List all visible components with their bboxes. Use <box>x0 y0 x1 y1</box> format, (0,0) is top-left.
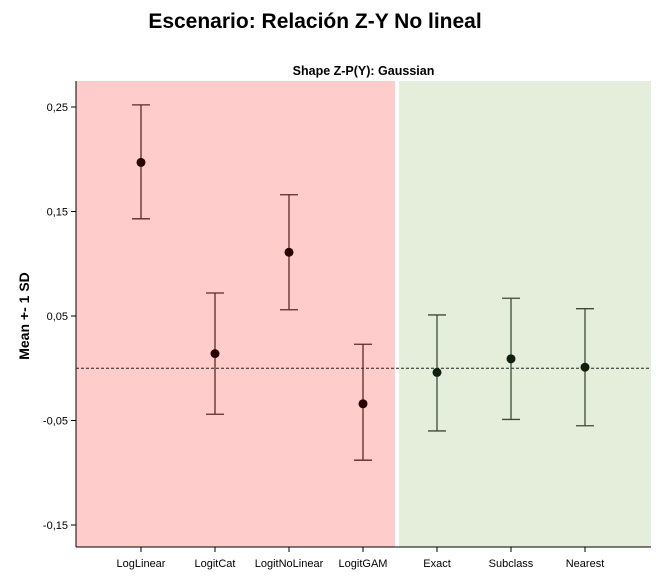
mean-point <box>580 362 590 372</box>
y-tick-label: -0,15 <box>43 520 68 532</box>
group-background-1 <box>76 81 395 547</box>
y-tick-label: 0,05 <box>47 311 68 323</box>
mean-point <box>432 367 442 377</box>
plot-subtitle: Shape Z-P(Y): Gaussian <box>292 64 435 78</box>
x-tick-label: LogitCat <box>195 558 236 570</box>
group-background-2 <box>399 81 651 547</box>
x-tick-label: LogLinear <box>117 558 166 570</box>
y-tick-label: -0,05 <box>43 416 68 428</box>
chart-title: Escenario: Relación Z-Y No lineal <box>148 10 482 33</box>
x-tick-label: Nearest <box>566 558 605 570</box>
x-tick-label: LogitGAM <box>339 558 388 570</box>
y-tick-label: 0,25 <box>47 102 68 114</box>
x-tick-label: LogitNoLinear <box>255 558 324 570</box>
mean-point <box>210 349 220 359</box>
x-tick-label: Exact <box>423 558 451 570</box>
y-tick-label: 0,15 <box>47 207 68 219</box>
mean-point <box>358 399 368 409</box>
mean-point <box>506 354 516 364</box>
mean-point <box>136 157 146 167</box>
mean-point <box>284 247 294 257</box>
x-tick-label: Subclass <box>489 558 534 570</box>
